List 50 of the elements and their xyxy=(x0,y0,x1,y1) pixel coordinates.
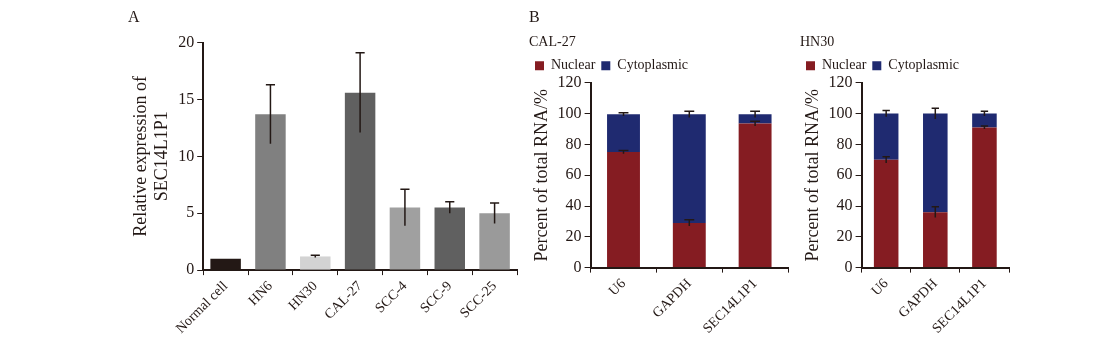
y-tick-label: 10 xyxy=(178,146,195,164)
y-tick-label: 5 xyxy=(186,203,195,221)
bar xyxy=(434,207,465,270)
bar xyxy=(972,113,997,128)
bar xyxy=(672,222,706,268)
legend-label: Nuclear xyxy=(822,57,867,73)
y-tick-label: 0 xyxy=(186,260,195,278)
bar xyxy=(389,207,421,270)
y-tick-label: 60 xyxy=(836,165,853,183)
y-tick-label: 100 xyxy=(557,103,582,121)
bar xyxy=(255,114,286,270)
bar xyxy=(738,114,772,124)
bar xyxy=(672,114,706,223)
y-axis-title: Percent of total RNA/% xyxy=(801,88,822,262)
bar xyxy=(344,92,376,270)
y-axis-title: Relative expression of SEC14L1P1 xyxy=(129,75,172,237)
text: B xyxy=(529,8,540,26)
y-tick-label: 60 xyxy=(565,165,582,183)
y-tick-label: 20 xyxy=(565,227,582,245)
x-tick-label: U6 xyxy=(868,275,891,299)
legend-label: Cytoplasmic xyxy=(617,57,689,73)
chart-title: HN30 xyxy=(800,34,835,50)
bar xyxy=(607,152,640,268)
y-tick-label: 20 xyxy=(178,32,195,50)
y-tick-label: 40 xyxy=(565,196,582,214)
y-tick-label: 80 xyxy=(565,134,582,152)
bar xyxy=(873,113,899,160)
y-tick-label: 80 xyxy=(836,134,853,152)
y-tick-label: 20 xyxy=(836,227,853,245)
bar xyxy=(972,127,997,268)
text: A xyxy=(128,8,140,26)
y-axis-title: Percent of total RNA/% xyxy=(530,88,551,262)
chart-title: CAL-27 xyxy=(529,34,576,50)
bar xyxy=(923,113,948,213)
y-tick-label: 0 xyxy=(844,257,853,275)
x-tick-label: U6 xyxy=(605,275,629,299)
bar xyxy=(607,114,640,153)
bar xyxy=(738,123,772,268)
bar xyxy=(923,212,948,268)
bar xyxy=(873,159,899,268)
bar xyxy=(479,213,510,270)
y-tick-label: 120 xyxy=(828,73,853,90)
y-tick-label: 120 xyxy=(557,73,582,90)
y-tick-label: 40 xyxy=(836,196,853,214)
bar xyxy=(300,256,331,270)
y-tick-label: 100 xyxy=(828,103,853,121)
y-tick-label: 0 xyxy=(573,257,582,275)
y-tick-label: 15 xyxy=(178,89,195,107)
legend-label: Cytoplasmic xyxy=(888,57,960,73)
legend-label: Nuclear xyxy=(551,57,596,73)
